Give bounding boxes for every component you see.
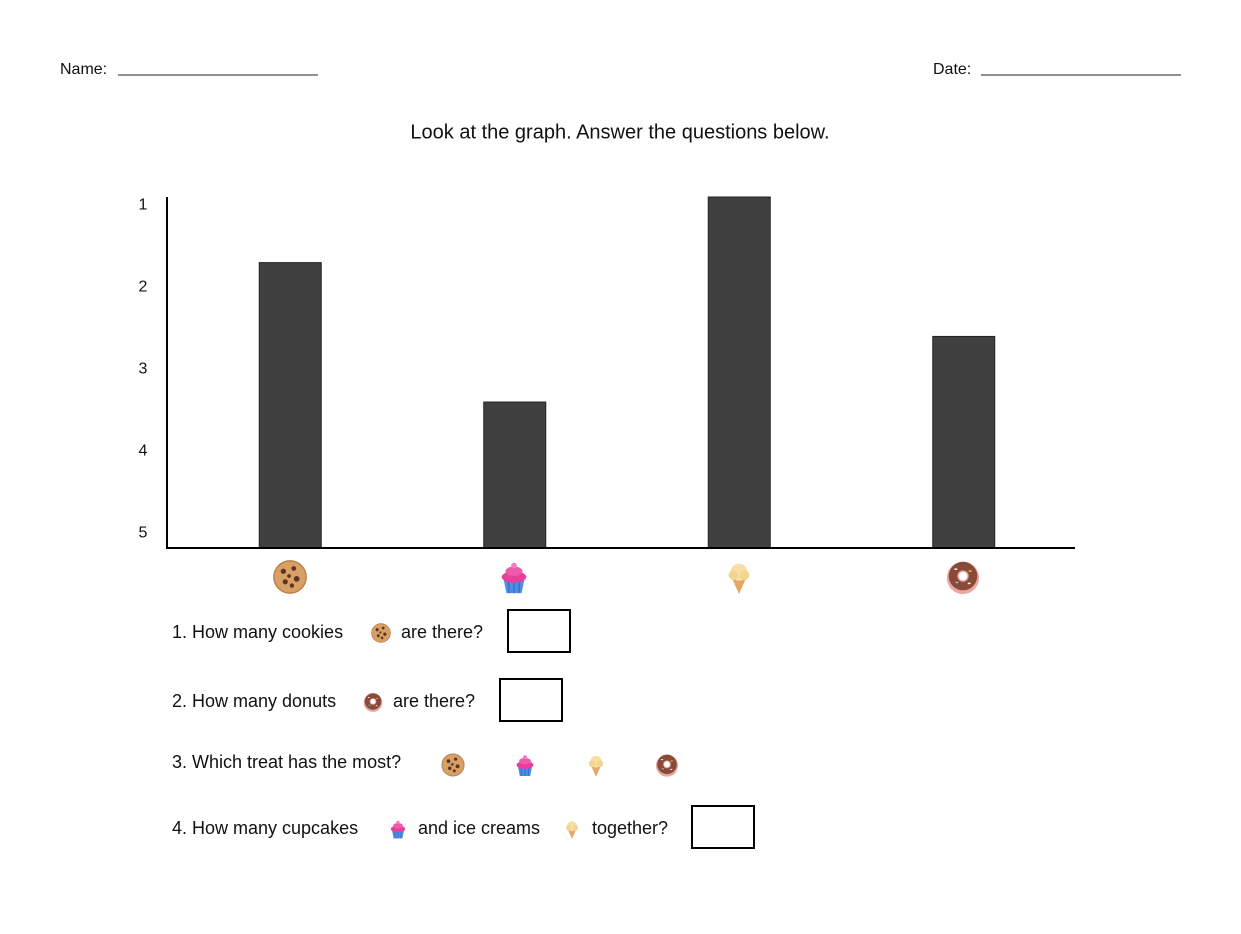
icecream-icon (565, 821, 579, 839)
y-tick-label: 1 (139, 196, 148, 213)
y-tick-label: 3 (139, 360, 148, 377)
answer-box[interactable] (691, 805, 755, 849)
question-text: and ice creams (418, 818, 540, 838)
cupcake-icon (390, 820, 406, 839)
question-text: are there? (393, 691, 475, 711)
cookie-icon (273, 560, 307, 594)
question-text: are there? (401, 622, 483, 642)
question-text: 2. How many donuts (172, 691, 336, 711)
donut-icon (363, 693, 383, 712)
instructions: Look at the graph. Answer the questions … (410, 121, 829, 143)
icecream-choice[interactable] (588, 755, 604, 777)
y-tick-label: 5 (139, 524, 148, 541)
bar (258, 262, 322, 549)
donut-choice[interactable] (655, 754, 679, 777)
bar (707, 196, 771, 549)
question-text: 4. How many cupcakes (172, 818, 358, 838)
cupcake-icon (500, 562, 528, 594)
bar (483, 401, 547, 549)
answer-box[interactable] (499, 678, 563, 722)
chart: 1 2 3 4 5 (139, 196, 996, 549)
name-label: Name: (60, 61, 107, 78)
y-tick-label: 4 (139, 442, 148, 459)
cookie-icon (371, 623, 391, 643)
icecream-icon (728, 563, 750, 595)
answer-box[interactable] (507, 609, 571, 653)
question-text: 3. Which treat has the most? (172, 752, 401, 772)
bar (932, 335, 996, 549)
question-text: 1. How many cookies (172, 622, 343, 642)
date-label: Date: (933, 61, 971, 78)
question-text: together? (592, 818, 668, 838)
cookie-choice[interactable] (441, 753, 465, 777)
cupcake-choice[interactable] (516, 754, 534, 777)
donut-icon (946, 561, 980, 595)
y-tick-label: 2 (139, 278, 148, 295)
